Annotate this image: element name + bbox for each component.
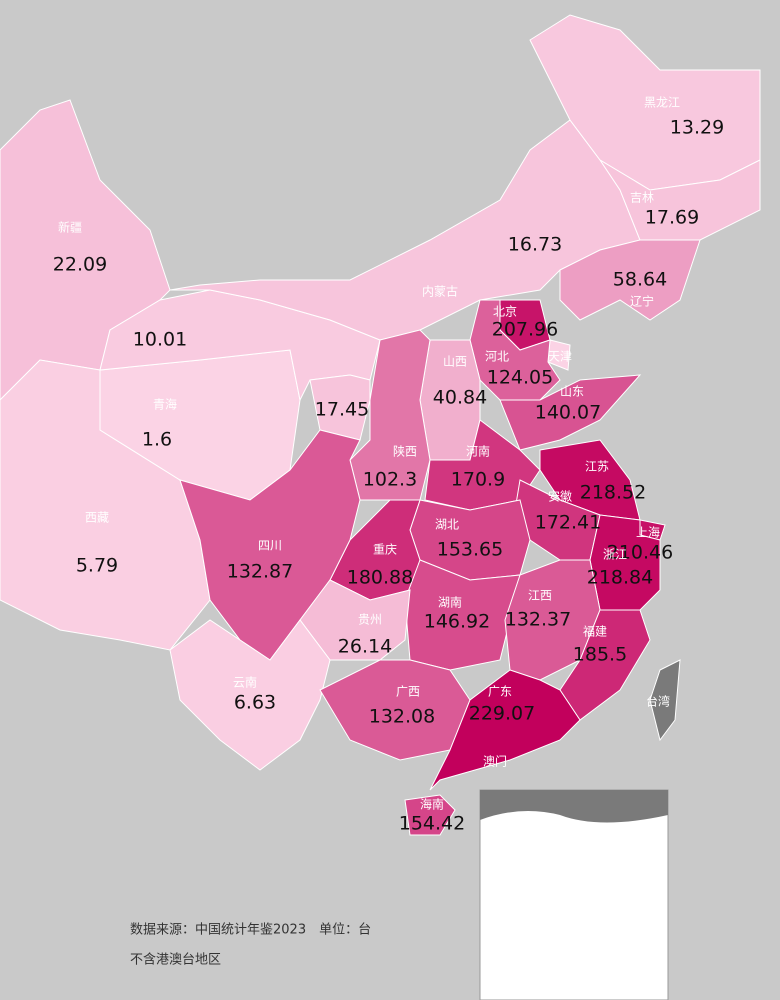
province-name: 上海 [636, 525, 660, 540]
province-name: 河南 [466, 444, 490, 459]
inset-land [480, 790, 668, 823]
province [559, 239, 701, 321]
province-name: 河北 [485, 350, 509, 364]
value-label: 17.45 [315, 399, 369, 421]
value-label: 22.09 [53, 254, 107, 276]
value-label: 218.52 [580, 482, 646, 504]
province-name: 山西 [443, 355, 467, 369]
province-name: 福建 [583, 624, 607, 639]
value-label: 154.42 [399, 813, 465, 835]
value-label: 10.01 [133, 329, 187, 351]
value-label: 180.88 [347, 567, 413, 589]
province [404, 794, 456, 836]
value-label: 17.69 [645, 207, 699, 229]
province-name: 青海 [153, 397, 177, 412]
province-name: 北京 [493, 305, 517, 319]
value-label: 6.63 [234, 692, 276, 714]
value-label: 102.3 [363, 469, 417, 491]
value-label: 1.6 [142, 429, 172, 451]
province-name: 浙江 [603, 548, 627, 562]
value-label: 172.41 [535, 512, 601, 534]
value-label: 132.87 [227, 561, 293, 583]
value-label: 16.73 [508, 234, 562, 256]
province-name: 新疆 [58, 220, 82, 235]
province-name: 海南 [420, 797, 444, 812]
province [599, 159, 761, 241]
value-label: 58.64 [613, 269, 667, 291]
province-name: 安徽 [548, 489, 572, 504]
value-label: 218.84 [587, 567, 653, 589]
value-label: 207.96 [492, 319, 558, 341]
province-name: 湖北 [435, 517, 459, 532]
province-name: 江西 [528, 589, 552, 603]
province-name: 山东 [560, 385, 584, 399]
province-name: 西藏 [85, 511, 109, 525]
inset-map [479, 789, 669, 1000]
province-name: 台湾 [646, 694, 670, 709]
province-name: 天津 [548, 350, 572, 364]
scope-note: 不含港澳台地区 [130, 952, 221, 968]
province-name: 澳门 [483, 754, 507, 769]
region [649, 659, 681, 742]
value-label: 170.9 [451, 469, 505, 491]
province-name: 湖南 [438, 595, 462, 610]
province-name: 黑龙江 [644, 96, 680, 110]
province [559, 609, 651, 721]
province-name: 广东 [488, 685, 512, 699]
province-name: 内蒙古 [422, 284, 458, 299]
province-name: 吉林 [630, 191, 654, 205]
value-label: 5.79 [76, 555, 118, 577]
value-label: 146.92 [424, 611, 490, 633]
province-name: 云南 [233, 675, 257, 690]
province-name: 四川 [258, 539, 282, 553]
province [429, 669, 581, 791]
value-label: 229.07 [469, 703, 535, 725]
province-name: 贵州 [358, 613, 382, 627]
value-label: 132.37 [505, 609, 571, 631]
value-label: 26.14 [338, 636, 392, 658]
province [169, 619, 331, 771]
province-name: 重庆 [373, 543, 397, 557]
source-note: 数据来源：中国统计年鉴2023 单位：台 [130, 923, 371, 938]
value-label: 132.08 [369, 706, 435, 728]
value-label: 140.07 [535, 402, 601, 424]
province [499, 374, 642, 451]
value-label: 153.65 [437, 539, 503, 561]
province-name: 广西 [396, 685, 420, 699]
value-label: 185.5 [573, 644, 627, 666]
value-label: 40.84 [433, 387, 487, 409]
province-name: 江苏 [585, 460, 609, 474]
value-label: 124.05 [487, 367, 553, 389]
province-name: 陕西 [393, 444, 417, 459]
province-name: 辽宁 [630, 294, 654, 309]
province [299, 579, 411, 661]
value-label: 210.46 [607, 542, 673, 564]
value-label: 13.29 [670, 117, 724, 139]
province [179, 429, 361, 661]
